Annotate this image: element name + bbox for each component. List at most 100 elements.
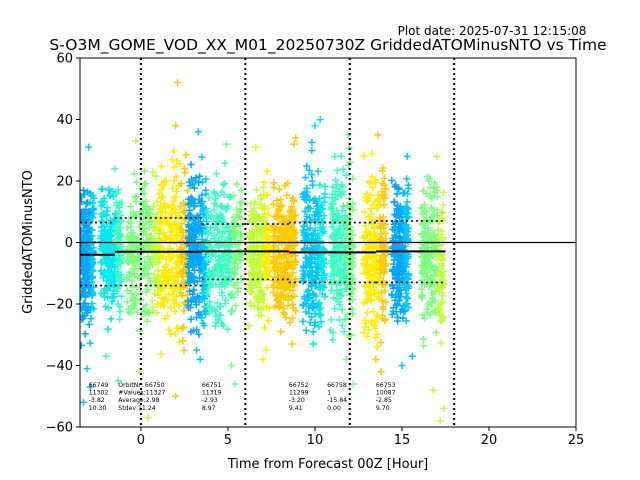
data-point: [85, 284, 93, 292]
data-point: [370, 286, 378, 294]
data-point: [113, 239, 121, 247]
data-point: [309, 181, 317, 189]
data-point: [382, 220, 390, 228]
data-point: [427, 275, 435, 283]
data-point: [328, 233, 336, 241]
data-point: [397, 209, 405, 217]
data-point: [103, 293, 111, 301]
data-point: [256, 280, 264, 288]
data-point: [302, 308, 310, 316]
data-point: [348, 331, 356, 339]
data-point: [315, 257, 323, 265]
data-point: [402, 231, 410, 239]
data-point: [303, 288, 311, 296]
data-points: [80, 79, 448, 425]
data-point: [341, 261, 349, 269]
data-point: [204, 240, 212, 248]
data-point: [190, 230, 198, 238]
data-point: [300, 262, 308, 270]
data-point: [390, 304, 397, 312]
data-point: [83, 365, 91, 373]
data-point: [180, 323, 188, 331]
data-point: [198, 153, 206, 161]
data-point: [135, 246, 143, 254]
y-tick-label: 40: [56, 113, 73, 128]
data-point: [129, 208, 137, 216]
data-point: [404, 254, 412, 262]
data-point: [339, 230, 347, 238]
data-point: [393, 284, 401, 292]
data-point: [158, 271, 166, 279]
data-point: [141, 244, 149, 252]
data-point: [280, 308, 288, 316]
point-strip: [269, 134, 300, 348]
data-point: [218, 203, 226, 211]
data-point: [172, 224, 180, 232]
data-point: [184, 240, 192, 248]
data-point: [80, 219, 86, 227]
data-point: [394, 202, 402, 210]
data-point: [282, 231, 290, 239]
data-point: [129, 283, 137, 291]
y-tick-label: −20: [46, 298, 73, 313]
data-point: [112, 223, 120, 231]
data-point: [314, 167, 322, 175]
data-point: [305, 286, 313, 294]
data-point: [145, 208, 153, 216]
data-point: [269, 288, 277, 296]
data-point: [175, 302, 183, 310]
data-point: [260, 291, 268, 299]
data-point: [343, 232, 351, 240]
data-point: [362, 193, 370, 201]
data-point: [138, 187, 146, 195]
data-point: [254, 304, 262, 312]
stat-label: 8.97: [202, 405, 216, 412]
data-point: [334, 298, 342, 306]
data-point: [154, 291, 162, 299]
data-point: [401, 189, 409, 197]
data-point: [391, 211, 399, 219]
data-point: [372, 324, 380, 332]
data-point: [345, 202, 353, 210]
data-point: [245, 244, 253, 252]
data-point: [127, 270, 135, 278]
data-point: [436, 286, 444, 294]
data-point: [308, 139, 316, 147]
data-point: [99, 243, 107, 251]
data-point: [140, 167, 148, 175]
data-point: [320, 272, 328, 280]
data-point: [159, 181, 167, 189]
stat-label: -2.85: [376, 397, 392, 404]
data-point: [156, 238, 164, 246]
data-point: [171, 278, 179, 286]
data-point: [84, 232, 92, 240]
data-point: [83, 250, 91, 258]
data-point: [205, 270, 213, 278]
x-tick-label: 0: [137, 433, 145, 448]
data-point: [141, 258, 149, 266]
stat-label: 66758: [327, 382, 347, 389]
data-point: [171, 307, 179, 315]
data-point: [261, 254, 269, 262]
data-point: [337, 190, 345, 198]
data-point: [305, 205, 313, 213]
data-point: [336, 277, 344, 285]
data-point: [115, 247, 123, 255]
data-point: [130, 242, 138, 250]
data-point: [189, 262, 197, 270]
data-point: [245, 281, 253, 289]
data-point: [314, 264, 322, 272]
data-point: [335, 213, 343, 221]
data-point: [218, 279, 226, 287]
data-point: [329, 210, 337, 218]
data-point: [229, 213, 237, 221]
data-point: [84, 188, 92, 196]
data-point: [373, 204, 381, 212]
data-point: [196, 172, 204, 180]
data-point: [171, 237, 179, 245]
point-strip: [97, 165, 126, 385]
data-point: [273, 268, 281, 276]
data-point: [292, 307, 300, 315]
data-point: [205, 278, 213, 286]
data-point: [370, 270, 378, 278]
